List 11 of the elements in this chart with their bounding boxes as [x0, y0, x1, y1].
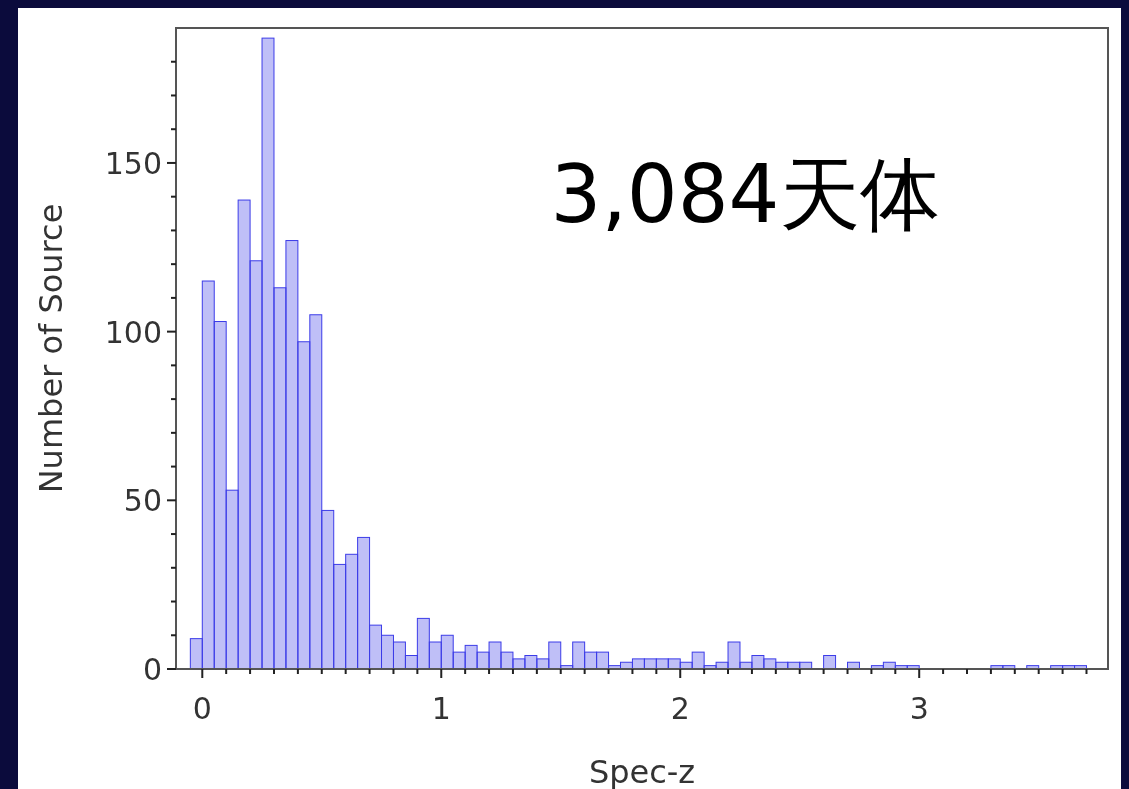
x-tick-label: 2 [670, 691, 690, 726]
y-tick-label: 0 [142, 652, 162, 687]
y-axis-title: Number of Source [32, 203, 70, 494]
x-tick-label: 1 [431, 691, 451, 726]
y-tick-label: 100 [104, 314, 162, 350]
x-axis-title: Spec-z [588, 753, 696, 789]
annotation: 3,084天体 [550, 148, 940, 241]
x-tick-label: 0 [192, 691, 212, 726]
y-tick-label: 150 [104, 145, 162, 181]
y-tick-label: 50 [123, 483, 162, 519]
x-tick-label: 3 [909, 691, 929, 726]
